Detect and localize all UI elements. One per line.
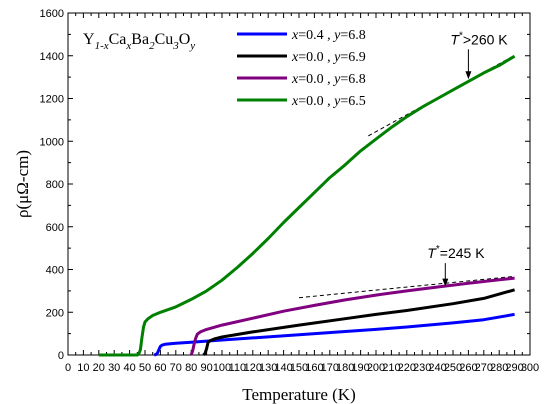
x-tick-label: 30 bbox=[108, 362, 120, 374]
series-line bbox=[189, 276, 515, 356]
legend-label: x=0.0 , y=6.8 bbox=[291, 72, 366, 87]
x-tick-label: 250 bbox=[444, 362, 462, 374]
annotation-arrowhead bbox=[442, 278, 449, 287]
legend-label: x=0.4 , y=6.8 bbox=[291, 28, 366, 43]
x-tick-label: 280 bbox=[490, 362, 508, 374]
legend-label: x=0.0 , y=6.5 bbox=[291, 94, 366, 109]
formula-label: Y1-xCaxBa2Cu3Oy bbox=[83, 31, 195, 52]
y-axis-title: ρ(μΩ-cm) bbox=[13, 150, 32, 218]
x-tick-label: 20 bbox=[93, 362, 105, 374]
x-tick-label: 70 bbox=[170, 362, 182, 374]
x-tick-label: 270 bbox=[475, 362, 493, 374]
x-tick-label: 40 bbox=[123, 362, 135, 374]
annotation-label: T*=245 K bbox=[427, 244, 485, 261]
tick-marks: 0 10 20 30 40 50 60 70 80 90 100110120130140150160… bbox=[40, 8, 540, 374]
x-tick-label: 80 bbox=[185, 362, 197, 374]
x-tick-label: 10 bbox=[77, 362, 89, 374]
x-axis-title: Temperature (K) bbox=[242, 385, 356, 404]
x-tick-label: 130 bbox=[259, 362, 277, 374]
x-tick-label: 120 bbox=[244, 362, 262, 374]
x-tick-label: 0 bbox=[65, 362, 71, 374]
x-tick-label: 160 bbox=[305, 362, 323, 374]
series-line bbox=[98, 54, 516, 357]
x-tick-label: 100 bbox=[213, 362, 231, 374]
x-tick-label: 220 bbox=[398, 362, 416, 374]
x-tick-label: 260 bbox=[459, 362, 477, 374]
legend: x=0.4 , y=6.8 x=0.0 , y=6.9 x=0.0 , y=6.8 x… bbox=[237, 28, 366, 109]
data-series bbox=[98, 54, 516, 357]
x-tick-label: 150 bbox=[290, 362, 308, 374]
y-tick-label: 0 bbox=[58, 350, 64, 362]
x-tick-label: 300 bbox=[521, 362, 539, 374]
legend-label: x=0.0 , y=6.9 bbox=[291, 50, 366, 65]
y-tick-label: 1400 bbox=[40, 51, 64, 63]
annotations: T*>260 K T*=245 K bbox=[427, 30, 508, 287]
x-tick-label: 240 bbox=[428, 362, 446, 374]
series-line bbox=[202, 288, 516, 357]
x-tick-label: 230 bbox=[413, 362, 431, 374]
annotation-label: T*>260 K bbox=[450, 30, 508, 47]
x-tick-label: 110 bbox=[229, 362, 247, 374]
y-tick-label: 600 bbox=[46, 222, 64, 234]
x-tick-label: 210 bbox=[382, 362, 400, 374]
annotation-arrowhead bbox=[465, 71, 472, 80]
x-tick-label: 60 bbox=[154, 362, 166, 374]
x-tick-label: 290 bbox=[505, 362, 523, 374]
series-line bbox=[153, 312, 515, 357]
x-tick-label: 170 bbox=[321, 362, 339, 374]
dashed-guide-lines bbox=[298, 54, 515, 299]
x-tick-label: 140 bbox=[274, 362, 292, 374]
y-tick-label: 1200 bbox=[40, 94, 64, 106]
x-tick-label: 50 bbox=[139, 362, 151, 374]
x-tick-label: 190 bbox=[351, 362, 369, 374]
dashed-guide-line bbox=[298, 275, 515, 299]
y-tick-label: 200 bbox=[46, 307, 64, 319]
x-tick-label: 180 bbox=[336, 362, 354, 374]
y-tick-label: 800 bbox=[46, 179, 64, 191]
y-tick-label: 1000 bbox=[40, 136, 64, 148]
x-tick-label: 90 bbox=[200, 362, 212, 374]
y-tick-label: 1600 bbox=[40, 8, 64, 20]
x-tick-label: 200 bbox=[367, 362, 385, 374]
y-tick-label: 400 bbox=[46, 265, 64, 277]
